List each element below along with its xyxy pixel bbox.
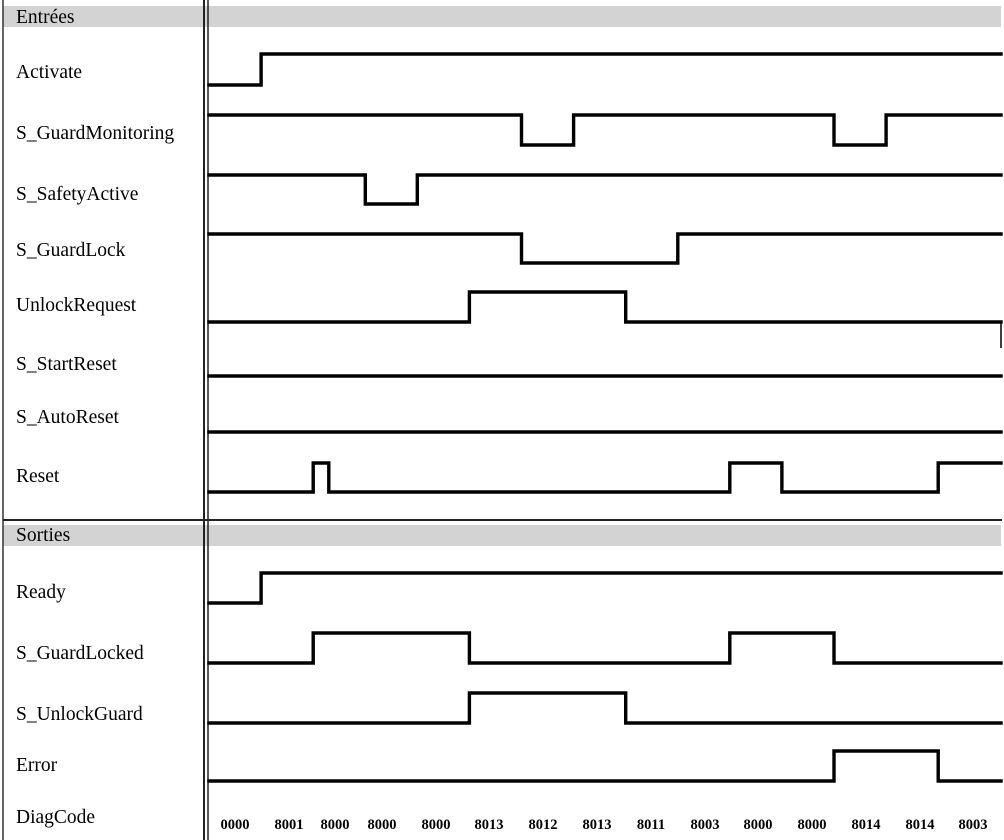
diag-code-value: 0000 (221, 817, 250, 833)
signal-label-error: Error (16, 755, 58, 776)
waveform-s-guardmonitoring (207, 113, 1003, 147)
diag-code-value: 8000 (422, 817, 451, 833)
outputs-section-title: Sorties (16, 525, 70, 546)
diag-code-value: 8014 (906, 817, 935, 833)
diag-code-value: 8000 (798, 817, 827, 833)
diag-code-value: 8000 (368, 817, 397, 833)
diag-code-value: 8003 (691, 817, 720, 833)
signal-label-s-safetyactive: S_SafetyActive (16, 184, 138, 205)
signal-label-s-guardlocked: S_GuardLocked (16, 643, 144, 664)
waveform-unlockrequest (207, 290, 1003, 324)
signal-label-unlockrequest: UnlockRequest (16, 295, 137, 316)
waveform-ready (207, 571, 1003, 605)
diag-code-value: 8001 (275, 817, 304, 833)
waveform-error (207, 749, 1003, 783)
diag-code-value: 8013 (475, 817, 504, 833)
signal-label-diagcode: DiagCode (16, 807, 95, 828)
signal-label-s-guardlock: S_GuardLock (16, 240, 126, 261)
diag-code-value: 8000 (321, 817, 350, 833)
outputs-header-bar (3, 525, 1001, 546)
signal-label-s-startreset: S_StartReset (16, 354, 117, 375)
diag-code-value: 8003 (959, 817, 988, 833)
waveform-s-safetyactive (207, 173, 1003, 206)
signal-label-s-guardmonitoring: S_GuardMonitoring (16, 123, 174, 144)
diag-code-value: 8013 (583, 817, 612, 833)
waveform-s-guardlocked (207, 631, 1003, 665)
waveform-activate (207, 52, 1003, 87)
signal-label-s-autoreset: S_AutoReset (16, 407, 120, 428)
diag-code-value: 8014 (852, 817, 881, 833)
waveform-s-unlockguard (207, 691, 1003, 725)
diag-code-value: 8012 (529, 817, 558, 833)
diag-code-value: 8000 (744, 817, 773, 833)
inputs-header-bar (3, 6, 1001, 27)
waveform-s-guardlock (207, 232, 1003, 265)
inputs-section-title: Entrées (16, 7, 74, 28)
waveform-reset (207, 461, 1003, 494)
signal-label-activate: Activate (16, 62, 82, 83)
signal-label-reset: Reset (16, 466, 60, 487)
signal-label-s-unlockguard: S_UnlockGuard (16, 704, 143, 725)
diag-code-value: 8011 (637, 817, 665, 833)
signal-label-ready: Ready (16, 582, 66, 603)
